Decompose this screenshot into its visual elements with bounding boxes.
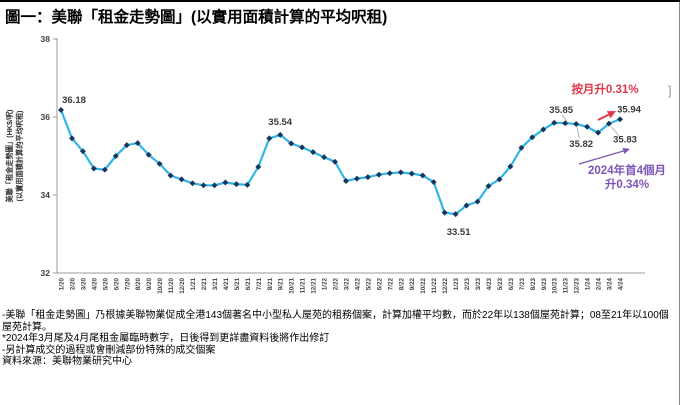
svg-text:5/23: 5/23	[497, 278, 504, 291]
annotation-arrow	[578, 150, 624, 165]
svg-text:6/20: 6/20	[113, 278, 120, 291]
svg-text:11/21: 11/21	[300, 278, 307, 294]
point-value-label: 35.83	[613, 135, 637, 146]
svg-text:11/23: 11/23	[563, 278, 570, 294]
svg-text:6/21: 6/21	[245, 278, 252, 291]
point-value-label: 35.85	[549, 105, 573, 116]
x-tick-labels: 1/20 2/20 3/20 4/20 5/20 6/20 7/20 8/20 9/20 10/2…	[59, 278, 625, 294]
svg-text:5/20: 5/20	[102, 278, 109, 291]
svg-text:升0.34%: 升0.34%	[605, 177, 649, 191]
footnote-provisional: *2024年3月尾及4月尾租金屬臨時數字，日後得到更詳盡資料後將作出修訂	[2, 333, 330, 344]
svg-text:7/20: 7/20	[124, 278, 131, 291]
svg-text:5/21: 5/21	[234, 278, 241, 291]
svg-text:8/23: 8/23	[530, 278, 537, 291]
y-tick-label: 32	[41, 268, 51, 278]
data-point-labels: 36.18 35.54 33.51 35.85 35.82 35.83 35.94	[62, 95, 641, 238]
svg-text:9/22: 9/22	[409, 278, 416, 291]
svg-text:4/20: 4/20	[91, 278, 98, 291]
svg-text:2/22: 2/22	[333, 278, 340, 291]
label-leader-line	[610, 126, 620, 136]
svg-text:10/23: 10/23	[552, 278, 559, 294]
figure-title: 圖一：美聯「租金走勢圖」(以實用面積計算的平均呎租)	[5, 9, 388, 26]
svg-text:12/21: 12/21	[311, 278, 318, 294]
svg-text:4/21: 4/21	[223, 278, 230, 291]
svg-text:1/22: 1/22	[322, 278, 329, 291]
y-tick-label: 36	[41, 112, 51, 122]
svg-text:7/23: 7/23	[519, 278, 526, 291]
svg-text:2/24: 2/24	[596, 278, 603, 291]
point-value-label: 33.51	[447, 227, 471, 238]
point-value-label: 36.18	[62, 95, 86, 106]
axes: 32 34 36 38	[41, 34, 645, 278]
footnote-exclusions: -另計算成交的過程或會刪減部份特殊的成交個案	[2, 344, 216, 356]
svg-text:10/22: 10/22	[420, 278, 427, 294]
svg-text:12/20: 12/20	[179, 278, 186, 294]
svg-text:3/24: 3/24	[607, 278, 614, 291]
footnote-source: 資料來源：美聯物業研究中心	[2, 356, 132, 367]
footnote-methodology: -美聯「租金走勢圖」乃根據美聯物業促成全港143個著名中小型私人屋苑的租務個案，…	[2, 310, 669, 333]
svg-text:10/20: 10/20	[157, 278, 164, 294]
label-leader-line	[561, 114, 568, 123]
rent-series-line	[59, 108, 622, 216]
svg-text:4/24: 4/24	[618, 278, 625, 291]
svg-text:7/21: 7/21	[256, 278, 263, 291]
mom-change-note: 按月升0.31%	[571, 82, 639, 121]
data-point-markers	[58, 107, 623, 218]
svg-text:11/22: 11/22	[431, 278, 438, 294]
svg-text:10/21: 10/21	[289, 278, 296, 294]
svg-text:6/23: 6/23	[508, 278, 515, 291]
annotation-arrow	[597, 113, 610, 121]
svg-text:1/20: 1/20	[59, 278, 66, 291]
svg-text:2024年首4個月: 2024年首4個月	[588, 163, 666, 177]
svg-text:8/20: 8/20	[135, 278, 142, 291]
svg-text:8/22: 8/22	[398, 278, 405, 291]
svg-text:12/23: 12/23	[574, 278, 581, 294]
svg-text:1/23: 1/23	[453, 278, 460, 291]
y-axis-title-inner: (以實用面積計算的平均呎租)	[15, 110, 24, 202]
y-axis-title-outer: 美聯「租金走勢圖」(HK$/呎)	[5, 109, 14, 204]
svg-text:4/23: 4/23	[486, 278, 493, 291]
svg-text:3/20: 3/20	[80, 278, 87, 291]
point-value-label: 35.82	[569, 139, 593, 150]
y-tick-label: 38	[41, 34, 51, 44]
point-value-label: 35.94	[617, 104, 641, 115]
rent-trend-chart-svg: 32 34 36 38 美聯「租金走勢圖」(HK$/呎) (以實用面積計算的平均呎租) 1/…	[5, 34, 672, 294]
svg-text:按月升0.31%: 按月升0.31%	[571, 82, 638, 96]
svg-text:11/20: 11/20	[168, 278, 175, 294]
svg-text:8/21: 8/21	[267, 278, 274, 291]
svg-text:9/20: 9/20	[146, 278, 153, 291]
svg-text:2/21: 2/21	[201, 278, 208, 291]
svg-text:9/23: 9/23	[541, 278, 548, 291]
svg-text:1/21: 1/21	[190, 278, 197, 291]
textbox-edge-artifact: ]	[668, 83, 672, 98]
point-value-label: 35.54	[268, 117, 292, 128]
svg-text:3/22: 3/22	[344, 278, 351, 291]
svg-text:9/21: 9/21	[278, 278, 285, 291]
svg-text:2/20: 2/20	[70, 278, 77, 291]
svg-text:12/22: 12/22	[442, 278, 449, 294]
svg-text:1/24: 1/24	[585, 278, 592, 291]
rent-trend-chart: 32 34 36 38 美聯「租金走勢圖」(HK$/呎) (以實用面積計算的平均呎租) 1/…	[0, 28, 680, 312]
footnotes: -美聯「租金走勢圖」乃根據美聯物業促成全港143個著名中小型私人屋苑的租務個案，…	[2, 310, 676, 368]
svg-text:6/22: 6/22	[376, 278, 383, 291]
svg-text:3/23: 3/23	[475, 278, 482, 291]
svg-text:3/21: 3/21	[212, 278, 219, 291]
svg-text:5/22: 5/22	[365, 278, 372, 291]
label-leader-line	[576, 126, 580, 139]
svg-text:2/23: 2/23	[464, 278, 471, 291]
svg-text:7/22: 7/22	[387, 278, 394, 291]
svg-text:4/22: 4/22	[354, 278, 361, 291]
y-tick-label: 34	[41, 190, 51, 200]
